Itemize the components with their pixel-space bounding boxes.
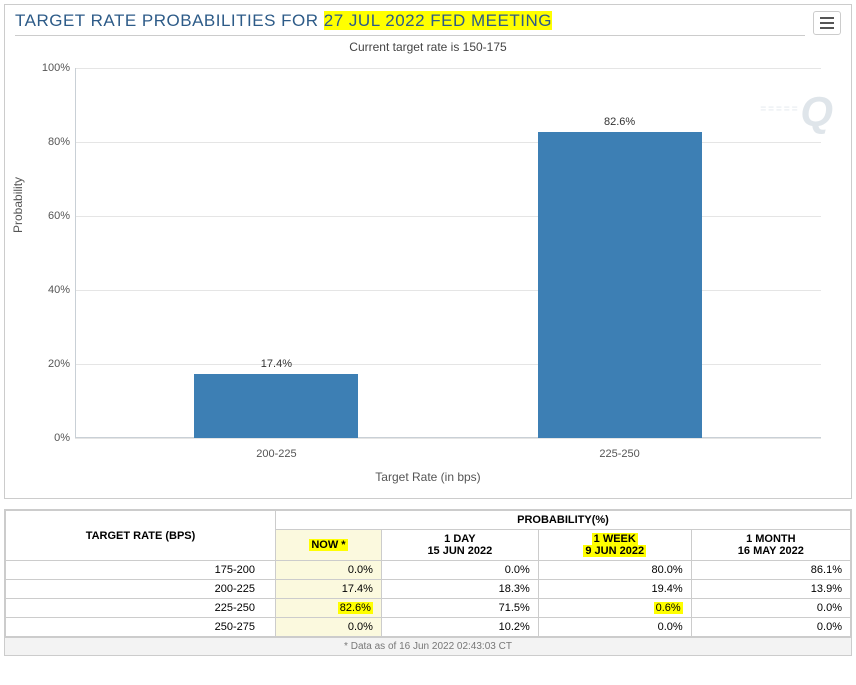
y-tick-label: 40%	[35, 284, 70, 296]
y-tick-label: 0%	[35, 432, 70, 444]
value-cell: 82.6%	[276, 599, 382, 618]
title-highlight: 27 JUL 2022 FED MEETING	[324, 11, 552, 30]
value-cell: 0.0%	[691, 599, 850, 618]
rate-cell: 200-225	[6, 580, 276, 599]
column-header: 1 WEEK9 JUN 2022	[538, 530, 691, 561]
grid-line	[75, 438, 821, 439]
rate-cell: 225-250	[6, 599, 276, 618]
column-header: NOW *	[276, 530, 382, 561]
value-cell: 86.1%	[691, 561, 850, 580]
grid-line	[75, 364, 821, 365]
y-axis-label: Probability	[11, 177, 25, 233]
x-tick-label: 225-250	[599, 448, 639, 460]
table-row: 250-2750.0%10.2%0.0%0.0%	[6, 618, 851, 637]
value-cell: 19.4%	[538, 580, 691, 599]
x-axis-label: Target Rate (in bps)	[15, 470, 841, 484]
hamburger-menu-icon[interactable]	[813, 11, 841, 35]
table-row: 225-25082.6%71.5%0.6%0.0%	[6, 599, 851, 618]
chart-title: TARGET RATE PROBABILITIES FOR 27 JUL 202…	[15, 11, 805, 36]
bar[interactable]	[538, 132, 702, 438]
header-probability: PROBABILITY(%)	[276, 511, 851, 530]
value-cell: 10.2%	[381, 618, 538, 637]
title-row: TARGET RATE PROBABILITIES FOR 27 JUL 202…	[15, 11, 841, 36]
rate-cell: 250-275	[6, 618, 276, 637]
value-cell: 71.5%	[381, 599, 538, 618]
value-cell: 18.3%	[381, 580, 538, 599]
value-cell: 0.0%	[538, 618, 691, 637]
value-cell: 13.9%	[691, 580, 850, 599]
chart-panel: TARGET RATE PROBABILITIES FOR 27 JUL 202…	[4, 4, 852, 499]
chart-area: Q Probability 0%20%40%60%80%100%17.4%200…	[15, 58, 841, 488]
y-tick-label: 20%	[35, 358, 70, 370]
y-tick-label: 100%	[35, 62, 70, 74]
bar[interactable]	[194, 374, 358, 438]
table-row: 200-22517.4%18.3%19.4%13.9%	[6, 580, 851, 599]
value-cell: 0.0%	[276, 561, 382, 580]
y-tick-label: 60%	[35, 210, 70, 222]
bar-value-label: 82.6%	[604, 116, 635, 128]
grid-line	[75, 68, 821, 69]
bar-value-label: 17.4%	[261, 358, 292, 370]
value-cell: 17.4%	[276, 580, 382, 599]
grid-line	[75, 142, 821, 143]
probability-table-panel: TARGET RATE (BPS)PROBABILITY(%)NOW *1 DA…	[4, 509, 852, 656]
grid-line	[75, 216, 821, 217]
column-header: 1 MONTH16 MAY 2022	[691, 530, 850, 561]
value-cell: 80.0%	[538, 561, 691, 580]
chart-subtitle: Current target rate is 150-175	[15, 40, 841, 54]
y-tick-label: 80%	[35, 136, 70, 148]
header-target-rate: TARGET RATE (BPS)	[6, 511, 276, 561]
plot-area: 0%20%40%60%80%100%17.4%200-22582.6%225-2…	[75, 68, 821, 438]
value-cell: 0.6%	[538, 599, 691, 618]
table-row: 175-2000.0%0.0%80.0%86.1%	[6, 561, 851, 580]
title-prefix: TARGET RATE PROBABILITIES FOR	[15, 11, 324, 30]
column-header: 1 DAY15 JUN 2022	[381, 530, 538, 561]
probability-table: TARGET RATE (BPS)PROBABILITY(%)NOW *1 DA…	[5, 510, 851, 637]
x-tick-label: 200-225	[256, 448, 296, 460]
rate-cell: 175-200	[6, 561, 276, 580]
value-cell: 0.0%	[381, 561, 538, 580]
value-cell: 0.0%	[691, 618, 850, 637]
grid-line	[75, 290, 821, 291]
value-cell: 0.0%	[276, 618, 382, 637]
table-footnote: * Data as of 16 Jun 2022 02:43:03 CT	[5, 637, 851, 655]
